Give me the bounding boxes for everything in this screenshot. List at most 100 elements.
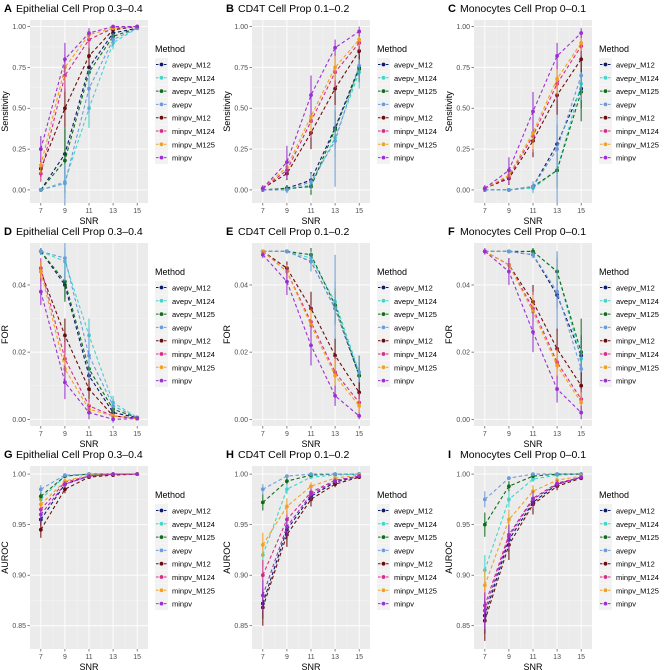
legend-key-point <box>381 588 386 593</box>
legend-item: avepv <box>599 320 636 334</box>
x-tick-label: 13 <box>109 654 117 661</box>
data-point <box>482 608 487 613</box>
y-tick-label: 0.85 <box>234 623 248 630</box>
data-point <box>555 387 559 391</box>
legend: Method avepv_M12 avepv_M124 avepv_M125avepv… <box>377 267 437 388</box>
legend-item: avepv_M12 <box>155 281 211 294</box>
legend-item: minpv <box>599 374 636 388</box>
data-layer <box>482 472 584 641</box>
y-tick-label: 1.00 <box>234 472 248 479</box>
x-axis-title: SNR <box>301 216 321 226</box>
legend-key-point <box>159 561 164 566</box>
legend-item: avepv_M125 <box>377 307 437 321</box>
legend-item: avepv_M124 <box>155 517 215 531</box>
data-point <box>63 333 67 338</box>
legend-key-point <box>381 89 386 93</box>
legend-label: minpv <box>616 154 636 163</box>
y-tick-label: 0.04 <box>456 282 470 289</box>
x-axis-title: SNR <box>79 662 99 670</box>
legend-label: minpv_M124 <box>616 573 659 582</box>
legend-item: avepv_M12 <box>377 281 433 294</box>
legend-label: minpv_M12 <box>172 114 211 123</box>
legend-key-point <box>159 312 164 316</box>
x-axis-title: SNR <box>301 662 321 670</box>
legend-key-point <box>381 142 386 147</box>
legend-key-point <box>159 352 164 356</box>
legend-label: avepv <box>172 546 192 555</box>
legend-label: minpv_M124 <box>172 127 215 136</box>
y-axis-title: FOR <box>444 325 454 344</box>
legend-item: minpv <box>377 151 414 165</box>
data-point <box>260 252 265 257</box>
panel-h: H CD4T Cell Prop 0.1–0.2 7 9 11 13 15 0.85 0.90 0… <box>222 449 437 670</box>
data-point <box>87 474 91 479</box>
legend-key-point <box>603 155 608 160</box>
legend-key-point <box>603 142 608 147</box>
data-point <box>482 497 487 502</box>
legend-item: avepv_M125 <box>377 84 437 98</box>
legend: Method avepv_M12 avepv_M124 avepv_M125avepv… <box>599 490 659 611</box>
y-axis-title: FOR <box>0 325 10 344</box>
legend-key-point <box>159 298 164 303</box>
legend-item: minpv_M12 <box>599 111 655 125</box>
y-axis-title: Sensitivity <box>0 91 10 132</box>
series-line <box>262 475 360 596</box>
legend-label: avepv_M124 <box>172 520 215 529</box>
legend-label: minpv <box>394 377 414 386</box>
legend-label: minpv_M124 <box>616 350 659 359</box>
legend-key-point <box>603 601 608 606</box>
data-point <box>531 330 535 334</box>
data-point <box>63 487 67 492</box>
legend-item: minpv_M125 <box>599 583 659 597</box>
data-layer <box>260 472 362 626</box>
data-point <box>260 500 265 505</box>
legend-item: avepv_M125 <box>155 530 215 544</box>
legend-title: Method <box>155 44 185 54</box>
data-point <box>555 76 559 81</box>
legend-label: avepv_M125 <box>172 310 215 319</box>
x-tick-label: 13 <box>553 431 561 438</box>
legend-item: minpv <box>155 374 192 388</box>
legend-label: avepv_M125 <box>616 533 659 542</box>
panel-b: B CD4T Cell Prop 0.1–0.2 7 9 11 13 15 0.00 0.25 0… <box>222 3 437 226</box>
legend-key-point <box>159 338 164 343</box>
legend-item: minpv_M125 <box>155 583 215 597</box>
legend-item: avepv_M12 <box>377 58 433 71</box>
legend-label: avepv <box>394 323 414 332</box>
legend-key-point <box>381 601 386 606</box>
series-line <box>484 473 582 571</box>
x-axis-title: SNR <box>79 439 99 449</box>
data-point <box>333 65 337 70</box>
legend-label: avepv_M12 <box>172 61 211 70</box>
series-avepv <box>482 472 584 508</box>
legend-item: avepv <box>155 320 192 334</box>
data-point <box>111 24 115 29</box>
y-tick-label: 0.02 <box>234 350 248 357</box>
data-layer <box>38 243 140 423</box>
legend-key-point <box>603 115 608 120</box>
panel-letter: C <box>448 3 456 15</box>
data-point <box>309 484 313 489</box>
data-point <box>333 306 337 311</box>
series-minpv <box>482 475 584 629</box>
legend-key-point <box>381 548 386 553</box>
data-point <box>63 256 67 261</box>
legend-key-point <box>159 142 164 147</box>
x-tick-label: 13 <box>109 208 117 215</box>
x-tick-label: 7 <box>483 208 487 215</box>
data-point <box>482 568 487 573</box>
legend-item: avepv_M125 <box>155 84 215 98</box>
legend-item: minpv_M124 <box>377 570 437 584</box>
y-axis-title: FOR <box>222 325 232 344</box>
panel-title: Monocytes Cell Prop 0–0.1 <box>460 226 586 238</box>
panel-letter: G <box>4 449 13 461</box>
legend-label: minpv_M125 <box>172 140 215 149</box>
data-point <box>579 400 584 405</box>
data-point <box>309 343 313 348</box>
legend-label: avepv <box>616 546 636 555</box>
legend-label: minpv_M125 <box>616 363 659 372</box>
data-point <box>63 158 67 163</box>
legend-key-point <box>381 575 386 579</box>
y-tick-label: 0.85 <box>12 623 26 630</box>
series-line <box>484 32 582 189</box>
